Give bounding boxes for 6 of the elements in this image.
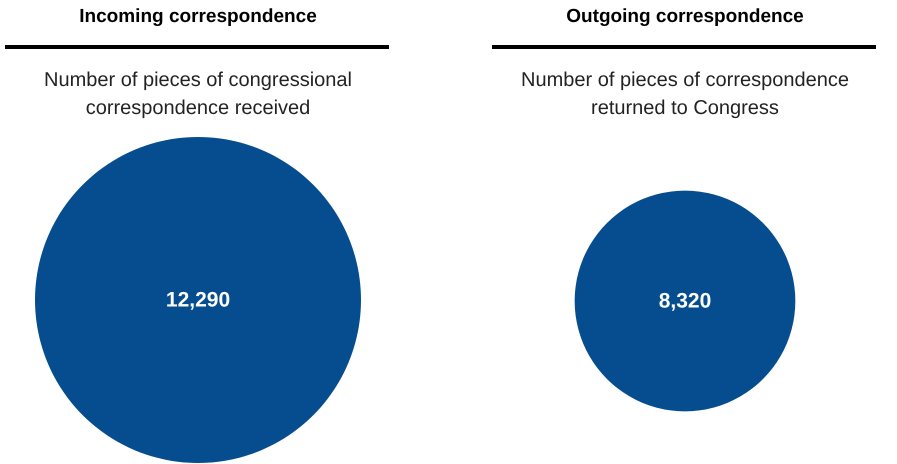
- data-label: 8,320: [658, 290, 712, 312]
- text: Incoming correspondence: [78, 6, 318, 28]
- text: Number of pieces of congressional correspondence received: [43, 68, 353, 121]
- text: Outgoing correspondence: [565, 6, 805, 28]
- text: Number of pieces of correspondence returned to Congress: [520, 68, 850, 121]
- data-label: 12,290: [166, 288, 230, 312]
